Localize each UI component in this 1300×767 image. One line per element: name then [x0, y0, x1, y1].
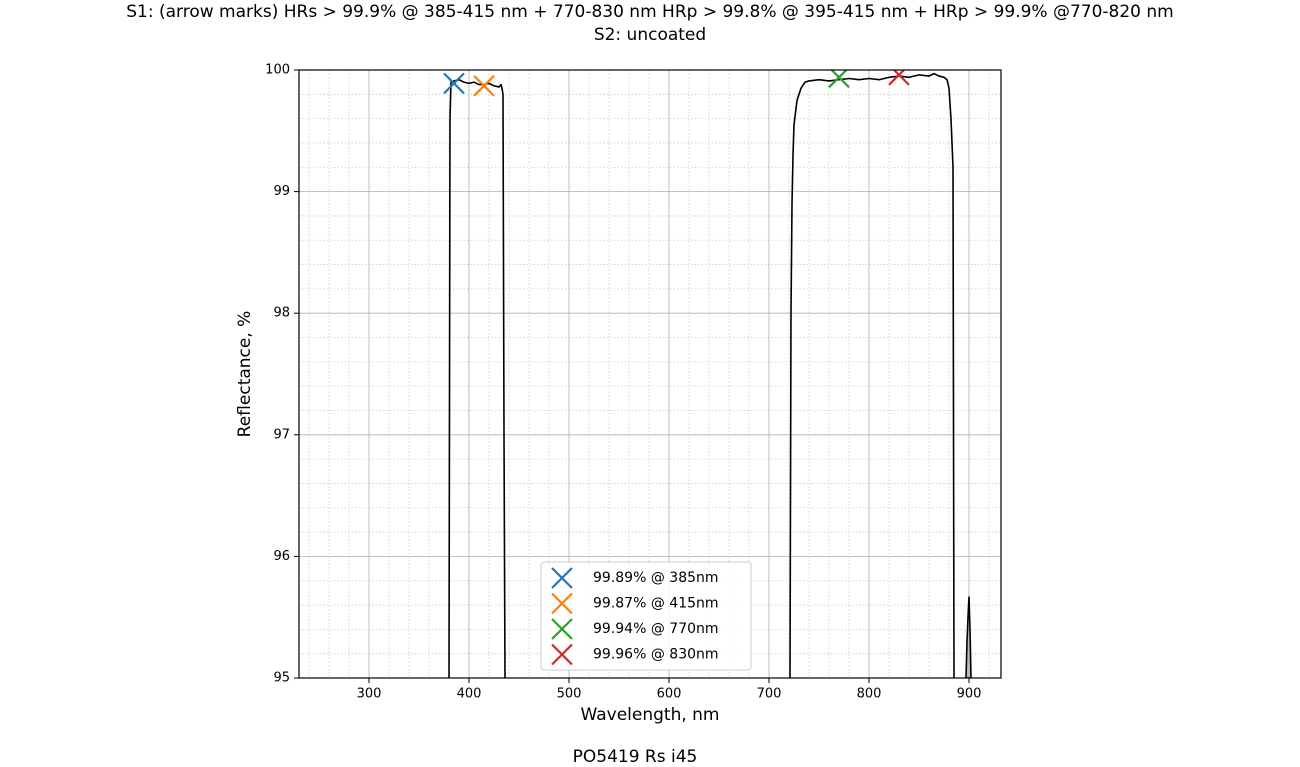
y-tick-label: 96: [273, 549, 290, 564]
spike: [965, 596, 972, 678]
legend: 99.89% @ 385nm 99.87% @ 415nm 99.94% @ 770…: [540, 561, 752, 671]
plot-frame: [298, 69, 1002, 679]
y-axis-label: Reflectance, %: [235, 311, 255, 438]
legend-box: [540, 561, 752, 671]
x-marker: [473, 75, 495, 97]
x-tick-label: 500: [557, 687, 582, 702]
x-tick-label: 300: [357, 687, 382, 702]
x-marker: [551, 643, 573, 666]
y-tick-label: 95: [273, 671, 290, 686]
x-tick-label: 800: [857, 687, 882, 702]
caption: PO5419 Rs i45: [573, 747, 698, 767]
x-marker: [888, 70, 910, 86]
x-tick-label: 400: [457, 687, 482, 702]
y-tick-label: 100: [265, 63, 290, 78]
legend-label: 99.89% @ 385nm: [593, 570, 719, 586]
x-marker: [828, 70, 850, 89]
x-marker: [551, 618, 573, 640]
legend-label: 99.96% @ 830nm: [593, 647, 719, 663]
x-axis-label: Wavelength, nm: [581, 705, 720, 725]
legend-label: 99.87% @ 415nm: [593, 596, 719, 612]
plot-area: [443, 70, 972, 678]
legend-label: 99.94% @ 770nm: [593, 621, 719, 637]
x-marker: [551, 592, 573, 615]
y-tick-label: 99: [273, 184, 290, 199]
chart-subtitle: S2: uncoated: [594, 25, 706, 45]
x-tick-label: 600: [657, 687, 682, 702]
x-tick-label: 700: [757, 687, 782, 702]
y-tick-label: 97: [273, 427, 290, 442]
chart-title: S1: (arrow marks) HRs > 99.9% @ 385-415 …: [126, 2, 1174, 22]
x-tick-label: 900: [957, 687, 982, 702]
x-marker: [443, 72, 465, 95]
x-marker: [551, 567, 573, 589]
y-tick-label: 98: [273, 306, 290, 321]
